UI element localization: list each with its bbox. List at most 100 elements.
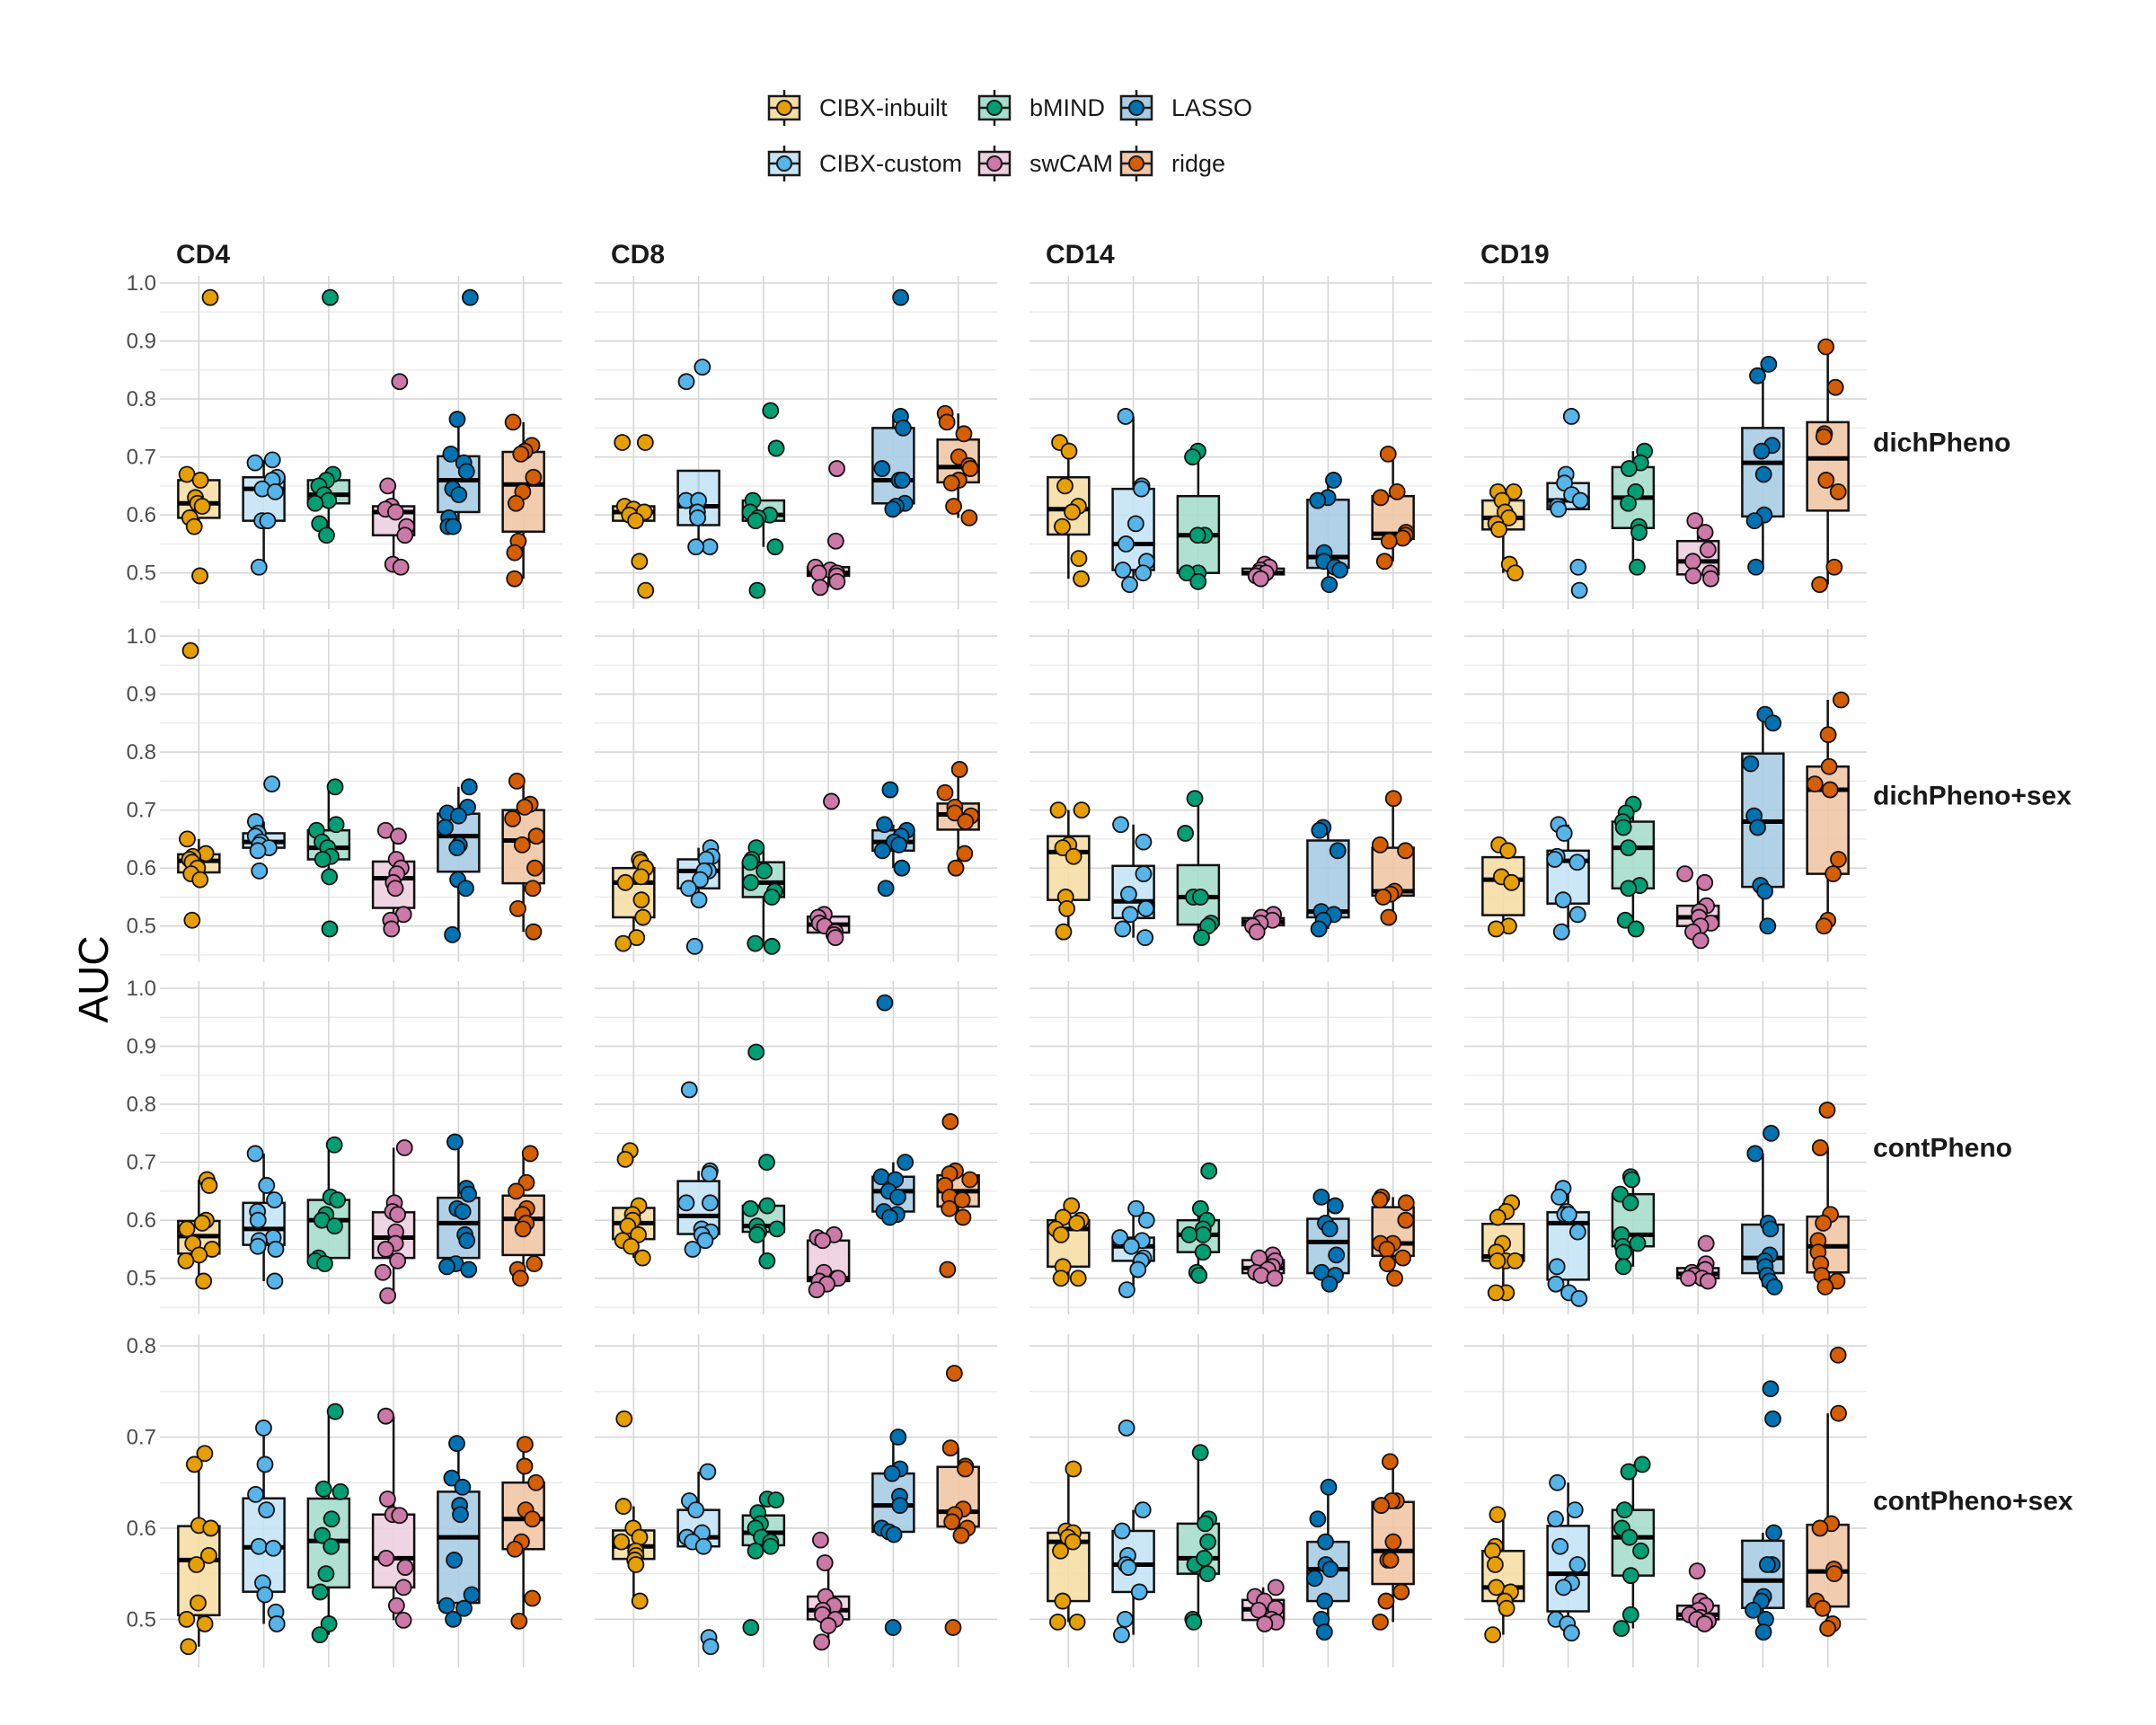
data-point — [321, 868, 339, 886]
data-point — [516, 1457, 534, 1475]
data-point — [816, 1554, 834, 1571]
data-point — [894, 472, 911, 489]
data-point — [1118, 1281, 1135, 1299]
data-point — [266, 1191, 283, 1208]
data-point — [1130, 1583, 1148, 1601]
data-point — [1684, 553, 1701, 571]
boxplot-ridge — [1371, 1188, 1415, 1287]
data-point — [1052, 1269, 1070, 1287]
data-point — [637, 581, 655, 599]
data-point — [1632, 1542, 1649, 1560]
panel-cd19-dichpheno — [1464, 276, 1867, 609]
data-point — [632, 891, 650, 909]
data-point — [394, 1579, 412, 1597]
data-point — [813, 1633, 831, 1651]
data-point — [701, 538, 719, 556]
y-tick-label: 0.5 — [127, 915, 156, 939]
data-point — [961, 460, 979, 477]
data-point — [947, 859, 965, 877]
row-strip-label-dichpheno-sex: dichPheno+sex — [1873, 782, 2072, 811]
data-point — [322, 288, 339, 306]
column-strip-label-cd8: CD8 — [611, 240, 665, 270]
panel-cd19-dichpheno-sex — [1464, 629, 1867, 962]
data-point — [1189, 573, 1207, 590]
boxplot-lasso — [871, 781, 915, 898]
data-point — [1562, 1624, 1580, 1641]
data-point — [377, 1241, 394, 1258]
y-tick-label: 0.8 — [127, 1092, 156, 1117]
data-point — [318, 526, 335, 544]
data-point — [1317, 1533, 1334, 1551]
y-tick-label: 0.9 — [127, 1035, 156, 1059]
data-point — [1621, 1528, 1639, 1546]
data-point — [1746, 1145, 1764, 1163]
data-point — [200, 1546, 217, 1564]
boxplot-cibx-custom — [1546, 408, 1590, 599]
data-point — [1121, 906, 1139, 924]
data-point — [828, 460, 845, 477]
data-point — [1548, 1258, 1566, 1276]
data-point — [311, 1626, 329, 1643]
data-point — [692, 871, 709, 889]
data-point — [1119, 1559, 1137, 1576]
data-point — [323, 1537, 340, 1555]
data-point — [1191, 1444, 1209, 1462]
data-point — [191, 472, 209, 489]
data-point — [326, 1217, 343, 1235]
data-point — [527, 827, 545, 845]
data-point — [460, 778, 478, 796]
data-point — [1194, 1243, 1212, 1261]
legend-label: bMIND — [1029, 94, 1105, 121]
data-point — [326, 1402, 344, 1420]
data-point — [448, 411, 466, 429]
data-point — [627, 1556, 645, 1573]
y-tick-label: 0.7 — [127, 799, 156, 823]
data-point — [443, 1469, 461, 1487]
boxplot-bmind — [1176, 790, 1221, 947]
data-point — [1818, 1101, 1836, 1119]
data-point — [810, 564, 827, 582]
data-point — [320, 1615, 338, 1632]
data-point — [377, 1407, 394, 1425]
data-point — [1613, 1620, 1630, 1637]
data-point — [450, 486, 468, 503]
data-point — [1489, 1252, 1507, 1269]
data-point — [1546, 851, 1564, 868]
data-point — [1321, 576, 1339, 594]
data-point — [390, 827, 407, 845]
data-point — [677, 373, 695, 391]
boxplot-swcam — [806, 1531, 851, 1651]
legend-label: swCAM — [1029, 150, 1113, 177]
data-point — [256, 1455, 274, 1473]
data-point — [1252, 1267, 1270, 1284]
data-point — [1186, 790, 1204, 808]
data-point — [387, 503, 404, 521]
data-point — [876, 994, 894, 1012]
data-point — [1552, 923, 1570, 941]
data-point — [321, 920, 339, 938]
data-point — [763, 937, 781, 955]
data-point — [889, 1188, 906, 1206]
data-point — [452, 1506, 469, 1524]
data-point — [631, 1528, 649, 1546]
data-point — [1058, 899, 1076, 917]
boxplot-ridge — [936, 761, 980, 877]
y-tick-label: 0.7 — [127, 446, 156, 470]
boxplot-bmind — [741, 402, 786, 599]
box-iqr — [371, 1513, 416, 1589]
data-point — [755, 862, 773, 880]
data-point — [316, 1255, 333, 1272]
legend-item-cibx-custom: CIBX-custom — [767, 146, 962, 181]
data-point — [1374, 889, 1392, 906]
data-point — [331, 1482, 349, 1500]
data-point — [1113, 1522, 1131, 1540]
data-point — [442, 446, 460, 463]
boxplot-ridge — [1371, 790, 1415, 926]
legend-item-bmind: bMIND — [977, 90, 1105, 126]
data-point — [885, 1526, 903, 1544]
data-point — [1394, 1249, 1412, 1267]
boxplot-cibx-custom — [1111, 408, 1155, 594]
data-point — [1328, 1246, 1346, 1264]
y-tick-label: 0.7 — [127, 1151, 156, 1175]
data-point — [632, 868, 650, 886]
